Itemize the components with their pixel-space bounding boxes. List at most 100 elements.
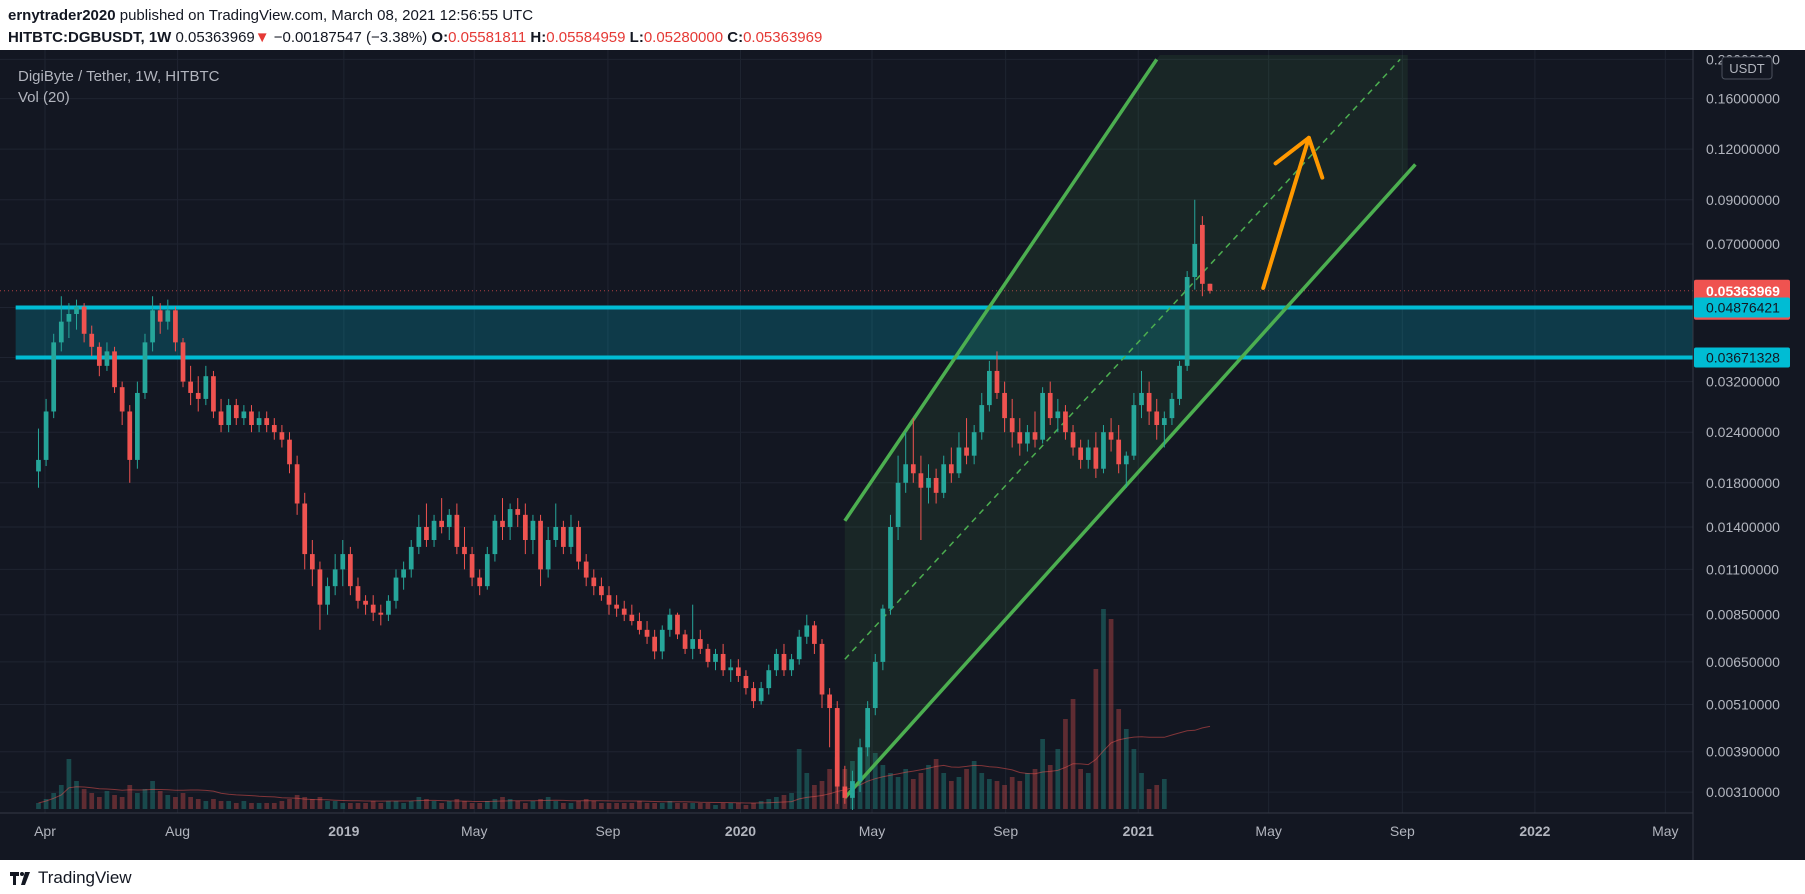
volume-bar — [317, 797, 323, 809]
candle — [401, 561, 406, 590]
volume-bar — [530, 801, 536, 809]
chart-area[interactable]: 0.200000000.160000000.120000000.09000000… — [0, 50, 1805, 860]
legend-volume: Vol (20) — [18, 89, 70, 106]
volume-bar — [621, 803, 627, 809]
candle-body — [774, 653, 779, 671]
candle — [1139, 370, 1144, 419]
candle-body — [325, 586, 330, 605]
price-tick-label: 0.16000000 — [1706, 91, 1780, 107]
candle — [614, 595, 619, 617]
candle — [119, 381, 125, 426]
volume-bar — [112, 795, 117, 809]
candle — [1002, 381, 1007, 433]
volume-bar — [941, 773, 947, 809]
candle-body — [880, 608, 886, 662]
price-change: −0.00187547 (−3.38%) — [273, 29, 428, 46]
volume-bar — [1070, 699, 1076, 809]
volume-bar — [758, 801, 764, 809]
volume-bar — [956, 777, 962, 809]
price-axis[interactable]: 0.200000000.160000000.120000000.09000000… — [1692, 50, 1805, 860]
candle — [1177, 360, 1182, 406]
candle — [1101, 425, 1106, 474]
last-price: 0.05363969 — [175, 29, 255, 46]
candle — [553, 503, 559, 547]
candle — [781, 643, 787, 676]
candle — [796, 629, 802, 665]
candle — [903, 432, 909, 493]
volume-bar — [454, 799, 460, 809]
volume-bar — [135, 793, 140, 809]
candle — [188, 365, 193, 406]
candle — [142, 333, 148, 399]
volume-bar — [66, 759, 72, 809]
candle — [522, 503, 528, 555]
candle — [218, 398, 224, 433]
volume-bar — [652, 803, 658, 809]
volume-bar — [576, 801, 581, 809]
candle-body — [355, 586, 361, 601]
candle-body — [454, 514, 460, 547]
volume-bar — [994, 781, 1000, 809]
candle — [568, 514, 574, 555]
volume-bar — [218, 801, 224, 809]
time-axis[interactable]: Apr Aug 2019 May Sep 2020 May Sep 2021 May Sep 2022… — [0, 812, 1693, 839]
candle-body — [1093, 447, 1099, 469]
candle-body — [675, 614, 680, 635]
volume-bar — [606, 803, 612, 809]
candle — [500, 498, 505, 541]
candle-body — [500, 520, 505, 527]
zone-price-tag — [1694, 347, 1790, 368]
volume-bar — [987, 779, 992, 809]
candle-body — [127, 411, 133, 460]
candle — [1047, 381, 1053, 426]
volume-bar — [538, 799, 543, 809]
candle — [728, 659, 734, 682]
zone-price-label: 0.04876421 — [1706, 300, 1780, 316]
volume-bar — [157, 791, 163, 809]
volume-bar — [469, 803, 475, 809]
candle-body — [1184, 277, 1190, 366]
candle-body — [1146, 392, 1152, 412]
candle-body — [918, 473, 924, 488]
candle-body — [348, 554, 353, 587]
volume-bar — [1146, 789, 1152, 809]
volume-bar — [614, 803, 619, 809]
volume-bar — [180, 793, 186, 809]
candle-body — [401, 569, 406, 578]
candle — [271, 418, 277, 440]
candle — [561, 520, 566, 555]
price-tick-label: 0.00510000 — [1706, 697, 1780, 713]
candle — [964, 418, 969, 465]
candle — [1108, 418, 1114, 452]
candle — [538, 514, 543, 587]
price-tick-label: 0.00650000 — [1706, 654, 1780, 670]
candle-body — [180, 342, 186, 382]
candle-body — [226, 405, 232, 426]
candle — [1009, 398, 1015, 448]
candle — [325, 577, 330, 615]
tradingview-icon — [10, 872, 30, 885]
volume-bar — [408, 801, 414, 809]
volume-bar — [150, 781, 155, 809]
brand-name: TradingView — [38, 868, 132, 887]
time-tick-label: 2019 — [328, 823, 359, 839]
candle-body — [530, 520, 536, 541]
price-tick-label: 0.12000000 — [1706, 141, 1780, 157]
candle-body — [1070, 432, 1076, 448]
candle-body — [1032, 432, 1038, 440]
tradingview-logo[interactable]: TradingView — [10, 868, 132, 888]
candle — [834, 701, 840, 804]
author-name[interactable]: ernytrader2020 — [8, 7, 116, 24]
volume-bar — [933, 759, 939, 809]
candle-body — [865, 708, 871, 748]
volume-bar — [446, 801, 452, 809]
candle-body — [119, 387, 125, 412]
time-tick-label: Apr — [34, 823, 56, 839]
candle-body — [1116, 439, 1122, 465]
volume-bar — [249, 803, 254, 809]
volume-bar — [51, 793, 57, 809]
price-chart[interactable]: 0.200000000.160000000.120000000.09000000… — [0, 50, 1805, 860]
candle — [74, 299, 79, 330]
candle — [872, 653, 878, 716]
volume-bar — [926, 765, 931, 809]
